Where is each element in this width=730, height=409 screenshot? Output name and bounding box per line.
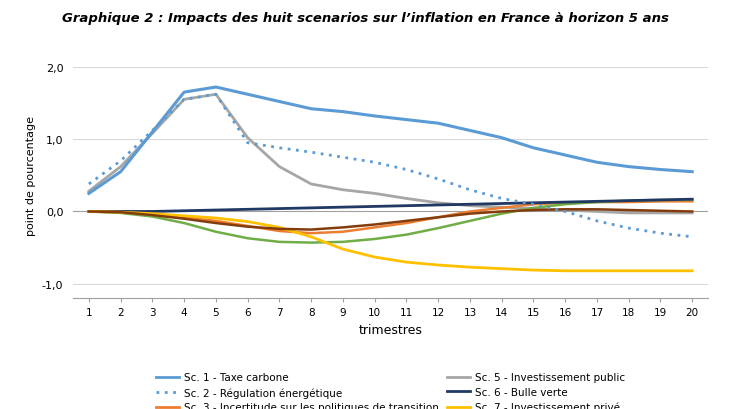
Y-axis label: point de pourcentage: point de pourcentage <box>26 116 36 236</box>
Legend: Sc. 1 - Taxe carbone, Sc. 2 - Régulation énergétique, Sc. 3 - Incertitude sur le: Sc. 1 - Taxe carbone, Sc. 2 - Régulation… <box>155 373 626 409</box>
Text: Graphique 2 : Impacts des huit scenarios sur l’inflation en France à horizon 5 a: Graphique 2 : Impacts des huit scenarios… <box>61 12 669 25</box>
X-axis label: trimestres: trimestres <box>358 323 423 336</box>
